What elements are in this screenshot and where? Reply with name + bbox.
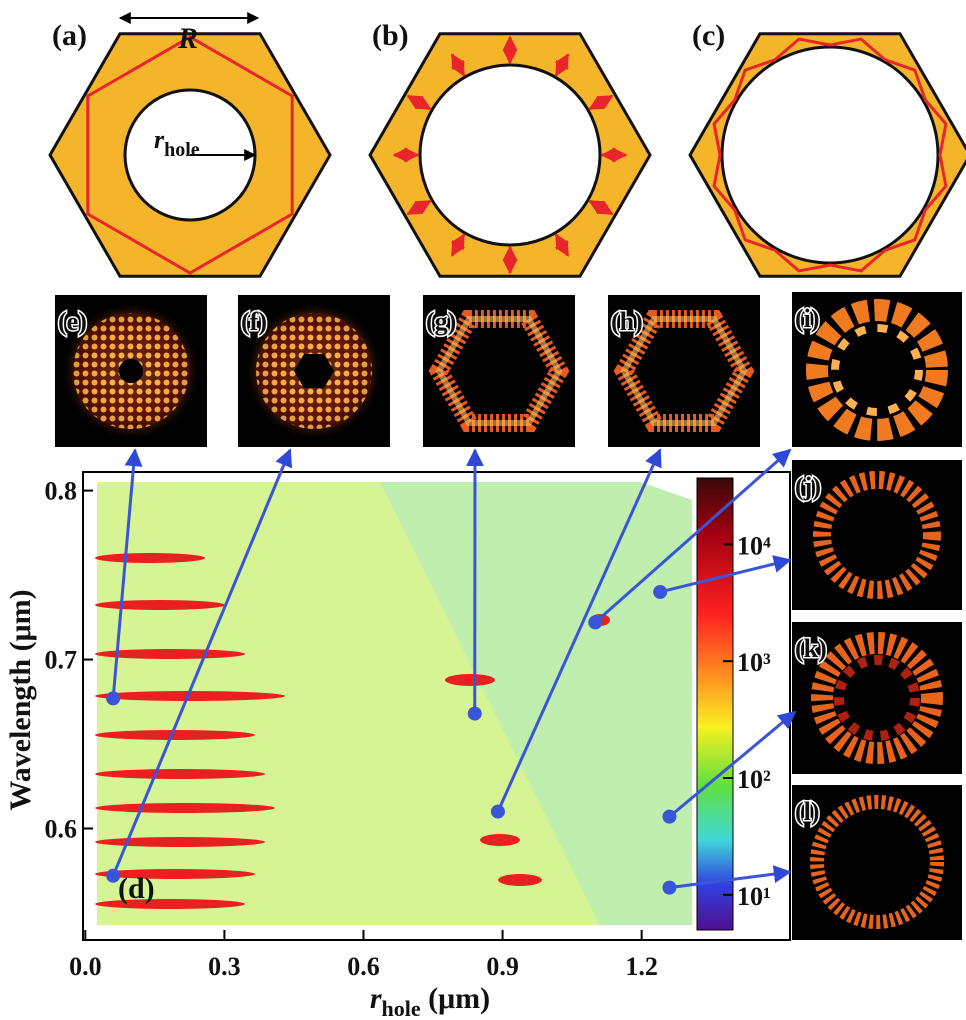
panel-label: (e) <box>58 307 87 336</box>
ray <box>406 199 432 216</box>
ray <box>450 233 466 257</box>
panel-label: (g) <box>426 307 456 336</box>
marked-point <box>106 868 121 883</box>
marked-point <box>106 691 121 706</box>
x-axis-label: rhole (μm) <box>370 982 490 1020</box>
mode-ring <box>834 655 920 741</box>
ray <box>450 53 466 77</box>
streak <box>95 803 275 813</box>
hole <box>720 45 940 265</box>
pointer-arrow <box>111 448 143 699</box>
x-tick-label: 0.3 <box>208 952 241 981</box>
panel-label: (c) <box>692 19 725 52</box>
y-tick-label: 0.8 <box>45 477 78 506</box>
streak <box>480 834 520 846</box>
schematics <box>48 12 966 278</box>
hex-label: R <box>177 22 198 55</box>
x-tick-label: 1.2 <box>625 952 658 981</box>
colorbar-tick-label: 10¹ <box>737 882 771 911</box>
panel-label: (d) <box>118 872 155 905</box>
panel-label: (l) <box>795 797 820 826</box>
mode-ring <box>810 795 944 929</box>
pointer-arrow <box>594 448 792 624</box>
streak <box>95 769 265 779</box>
ray <box>588 199 614 216</box>
label-main: r <box>154 125 165 154</box>
panel-label: (h) <box>611 307 643 336</box>
streak <box>95 869 255 879</box>
arrows <box>106 448 797 895</box>
marked-point <box>662 880 677 895</box>
streak <box>95 837 265 847</box>
panel-label: (a) <box>52 19 87 52</box>
x-tick-label: 0.6 <box>347 952 380 981</box>
plot <box>82 471 791 941</box>
label-sub: hole <box>382 996 421 1020</box>
marked-point <box>467 706 482 721</box>
pointer-arrow <box>669 865 792 890</box>
hole <box>418 63 602 247</box>
streak <box>95 691 285 701</box>
label-sub: hole <box>164 139 200 161</box>
x-tick-label: 0.0 <box>69 952 102 981</box>
streak <box>498 874 542 886</box>
ray <box>588 94 614 111</box>
ray <box>554 233 570 257</box>
marked-point <box>662 809 677 824</box>
pointer-arrow <box>496 448 662 813</box>
label-main: r <box>370 982 382 1015</box>
mode-ring <box>813 471 941 599</box>
pointer-arrow <box>668 710 797 818</box>
panel-label: (f) <box>241 307 267 336</box>
colorbar-tick-label: 10³ <box>737 648 771 677</box>
mode-core <box>294 354 334 388</box>
ray <box>406 94 432 111</box>
streak <box>445 674 495 686</box>
panel-label: (b) <box>372 19 409 52</box>
label-unit: (μm) <box>421 982 490 1015</box>
pointer-arrow <box>111 448 293 877</box>
colorbar-tick-label: 10² <box>737 765 771 794</box>
streak <box>95 600 225 610</box>
streak <box>95 730 255 740</box>
pointer-arrow <box>659 555 792 594</box>
colorbar <box>696 477 734 931</box>
marked-point <box>490 804 505 819</box>
marked-point <box>653 584 668 599</box>
y-tick-label: 0.6 <box>45 814 78 843</box>
mode-ring <box>806 299 948 441</box>
y-tick-label: 0.7 <box>45 646 78 675</box>
streak <box>95 899 245 909</box>
panel-label: (i) <box>795 304 820 333</box>
mode-ring <box>831 324 923 416</box>
mode-ring <box>811 632 943 764</box>
mode-core <box>119 359 143 383</box>
hole-label: rhole <box>154 125 200 161</box>
ray <box>554 53 570 77</box>
mode-ring <box>620 316 748 426</box>
ray-path <box>712 37 948 273</box>
mode-panels <box>55 292 962 940</box>
marked-point <box>588 615 603 630</box>
panel-label: (k) <box>795 634 827 663</box>
density-field <box>380 482 692 925</box>
x-tick-label: 0.9 <box>486 952 519 981</box>
panel-label: (j) <box>795 472 821 501</box>
ray-path <box>86 35 294 275</box>
y-axis-label: Wavelength (μm) <box>4 589 37 810</box>
colorbar-tick-label: 10⁴ <box>737 531 771 560</box>
streak <box>95 553 205 563</box>
mode-ring <box>435 316 563 426</box>
